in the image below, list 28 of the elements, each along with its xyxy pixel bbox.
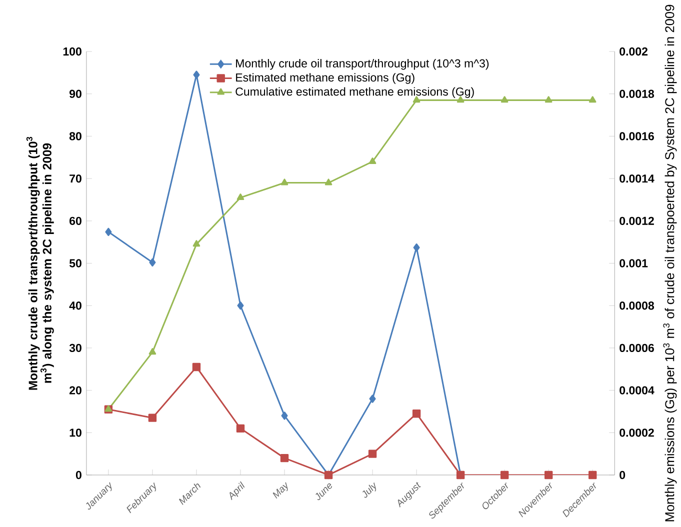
y-tick-label: 0 — [76, 470, 82, 480]
y2-tick-label: 0.0012 — [620, 216, 654, 225]
y-tick-label: 60 — [70, 216, 82, 225]
y2-axis-title: Monthly emissions (Gg) per 10$^{3}$ m$^{3}$ of crude oil transpoerted by System 2C pipeline in 2009 — [663, 4, 677, 522]
y2-tick-label: 0.0002 — [620, 428, 654, 437]
y2-tick-label: 0 — [620, 470, 626, 480]
y2-tick-label: 0.0014 — [620, 174, 654, 183]
y-tick-label: 100 — [63, 47, 82, 56]
legend-label: Cumulative estimated methane emissions (Gg) — [236, 87, 474, 98]
y2-tick-label: 0.0016 — [620, 132, 654, 140]
y-tick-label: 10 — [70, 428, 82, 437]
y2-tick-label: 0.0018 — [620, 90, 654, 98]
y-tick-label: 70 — [70, 174, 82, 183]
y2-tick-label: 0.0004 — [620, 386, 654, 394]
y2-tick-label: 0.0008 — [620, 302, 654, 310]
y-tick-label: 90 — [69, 90, 82, 98]
y-tick-label: 50 — [69, 259, 82, 268]
y2-tick-label: 0.001 — [620, 259, 648, 268]
y-tick-label: 20 — [69, 386, 82, 394]
text: Monthly crude oil transport/throughput (10$^{3}$ m$^{3}$) along the system 2C pipeline in 2009 — [26, 136, 54, 390]
y2-tick-label: 0.0006 — [620, 344, 654, 352]
x-tick-label: July — [362, 482, 376, 498]
y2-tick-label: 0.002 — [620, 47, 648, 56]
y-tick-label: 80 — [69, 132, 82, 140]
y-tick-label: 30 — [69, 344, 82, 352]
y-tick-label: 40 — [69, 302, 82, 310]
legend-label: Estimated methane emissions (Gg) — [236, 73, 414, 84]
legend-label: Monthly crude oil transport/throughput (10^3 m^3) — [236, 58, 489, 70]
